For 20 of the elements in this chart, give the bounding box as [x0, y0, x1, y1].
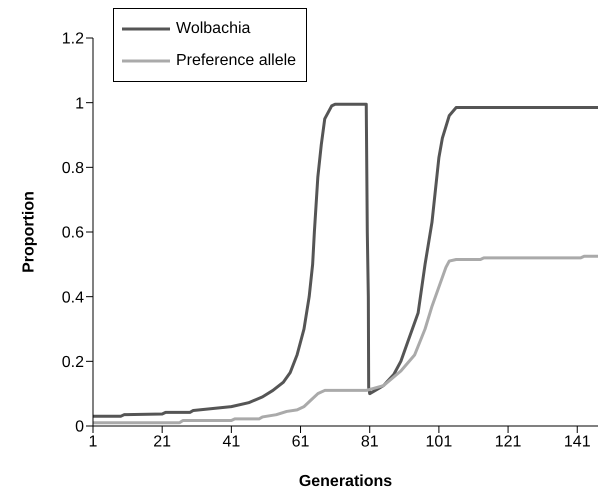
x-tick-label: 41: [222, 433, 240, 450]
x-tick-label: 101: [426, 433, 452, 450]
y-tick-label: 1.2: [62, 30, 84, 48]
y-tick-label: 0.4: [62, 289, 84, 306]
y-tick-label: 0.2: [62, 354, 84, 372]
x-tick-label: 81: [360, 433, 379, 450]
y-tick-label: 1: [75, 95, 84, 112]
y-tick-label: 0.6: [62, 224, 84, 242]
line-series: [93, 102, 598, 418]
y-tick-label: 0: [75, 418, 84, 436]
legend-label: Preference allele: [176, 52, 296, 70]
x-tick-label: 121: [494, 433, 522, 450]
legend-label: Wolbachia: [176, 20, 250, 38]
x-tick-label: 141: [564, 433, 591, 450]
x-tick-label: 61: [292, 433, 310, 450]
y-axis-title: Proportion: [20, 191, 38, 273]
x-axis-title: Generations: [298, 473, 392, 490]
x-tick-label: 21: [153, 433, 172, 450]
x-tick-label: 1: [88, 433, 98, 450]
y-tick-label: 0.8: [62, 160, 84, 178]
